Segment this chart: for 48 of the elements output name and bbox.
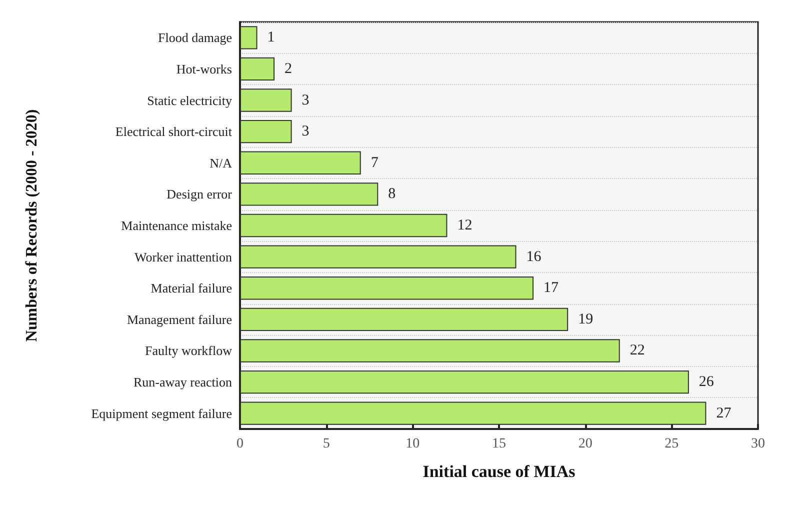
y-tick-label: Design error — [166, 186, 233, 202]
bar — [240, 120, 292, 144]
y-tick-label: Flood damage — [158, 30, 232, 46]
y-tick-label: Static electricity — [147, 92, 232, 108]
bar — [240, 57, 275, 81]
data-label: 2 — [284, 60, 292, 77]
y-tick-label: N/A — [210, 155, 233, 170]
bar — [240, 182, 378, 206]
data-label: 7 — [370, 154, 379, 171]
y-tick-label: Management failure — [126, 312, 232, 327]
data-label: 3 — [302, 124, 310, 140]
y-axis-title: Numbers of Records (2000 - 2020) — [24, 109, 40, 342]
bar — [240, 370, 689, 394]
x-tick-label: 20 — [578, 436, 592, 452]
bar — [240, 339, 620, 362]
bar — [240, 276, 534, 300]
y-tick-label: Electrical short-circuit — [115, 124, 232, 140]
x-tick-label: 5 — [322, 436, 330, 452]
data-label: 27 — [716, 405, 732, 422]
data-label: 26 — [698, 374, 714, 390]
bar — [240, 88, 292, 112]
bar — [240, 308, 568, 332]
data-label: 3 — [302, 92, 310, 108]
y-tick-label: Maintenance mistake — [121, 218, 232, 233]
data-label: 12 — [457, 218, 472, 234]
bar — [240, 26, 258, 50]
x-tick-label: 15 — [492, 436, 506, 452]
data-label: 19 — [578, 311, 594, 328]
bar — [240, 245, 516, 268]
y-tick-label: Material failure — [150, 280, 232, 296]
data-label: 1 — [267, 30, 275, 46]
y-tick-label: Hot-works — [176, 61, 232, 76]
y-tick-label: Run-away reaction — [133, 374, 232, 390]
y-tick-label: Equipment segment failure — [91, 406, 232, 421]
y-tick-label: Worker inattention — [134, 249, 232, 264]
x-tick-label: 30 — [751, 436, 765, 452]
x-tick-label: 10 — [406, 436, 420, 452]
data-label: 22 — [630, 342, 645, 359]
data-label: 8 — [388, 186, 396, 202]
data-label: 16 — [526, 248, 542, 265]
bar — [240, 214, 448, 238]
x-tick-label: 0 — [236, 436, 244, 452]
bar — [240, 402, 706, 425]
bar — [240, 151, 361, 174]
x-axis-title: Initial cause of MIAs — [422, 462, 576, 481]
data-label: 17 — [544, 280, 560, 296]
x-tick-label: 25 — [664, 436, 679, 452]
y-tick-label: Faulty workflow — [144, 343, 233, 358]
